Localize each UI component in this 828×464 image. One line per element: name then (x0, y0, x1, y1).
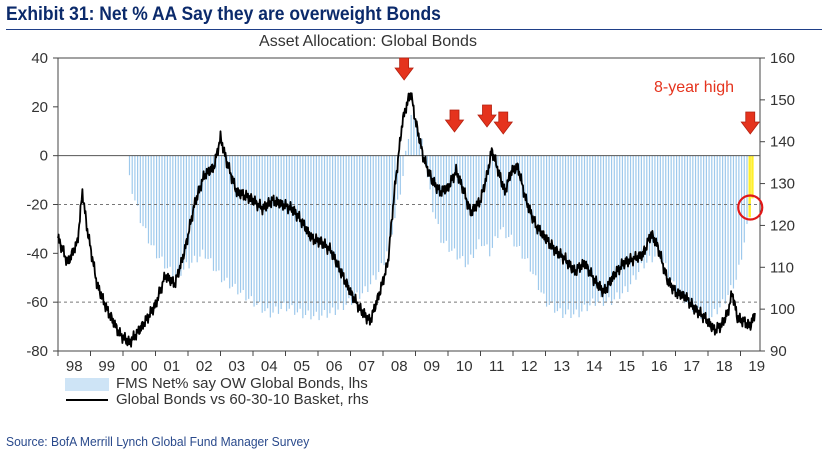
x-axis-tick-label: 10 (456, 358, 473, 375)
right-axis-tick-label: 160 (770, 50, 795, 67)
x-axis-tick-label: 06 (326, 358, 343, 375)
x-axis-tick-label: 09 (423, 358, 440, 375)
red-arrow-icon (477, 104, 497, 128)
bar-series (128, 108, 754, 325)
x-axis-tick-label: 02 (196, 358, 213, 375)
left-axis-tick-label: 40 (31, 50, 48, 67)
eight-year-high-label: 8-year high (654, 79, 734, 96)
x-axis-tick-label: 07 (358, 358, 375, 375)
right-axis-tick-label: 140 (770, 134, 795, 151)
right-axis-tick-label: 100 (770, 301, 795, 318)
red-arrow-icon (444, 109, 465, 133)
right-axis-tick-label: 150 (770, 92, 795, 109)
right-axis-tick-label: 120 (770, 217, 795, 234)
line-path (57, 92, 756, 348)
x-axis-tick-label: 98 (66, 358, 83, 375)
left-axis-tick-label: -80 (26, 343, 48, 360)
x-axis-tick-label: 12 (521, 358, 538, 375)
x-axis-tick-label: 13 (553, 358, 570, 375)
x-axis-tick-label: 16 (651, 358, 668, 375)
legend-swatch-bars (65, 378, 109, 391)
x-axis-tick-label: 08 (391, 358, 408, 375)
chart: Asset Allocation: Global Bonds 40 20 0 -20 -… (26, 33, 795, 408)
left-axis-tick-label: 20 (31, 99, 48, 116)
right-axis-tick-label: 130 (770, 176, 795, 193)
left-axis-tick-label: 0 (40, 148, 48, 165)
right-axis-tick-label: 90 (770, 343, 787, 360)
highlight-circle (737, 194, 764, 221)
x-axis-tick-label: 17 (683, 358, 700, 375)
red-arrow-icon (394, 57, 414, 81)
left-axis-tick-label: -60 (26, 294, 48, 311)
title-rule (6, 29, 822, 30)
reference-lines (58, 155, 760, 303)
red-arrow-icon (493, 111, 514, 135)
red-arrow-icon (740, 111, 761, 135)
exhibit-title: Exhibit 31: Net % AA Say they are overwe… (6, 4, 441, 25)
left-axis-tick-label: -40 (26, 245, 48, 262)
chart-title: Asset Allocation: Global Bonds (259, 33, 477, 50)
x-axis-tick-label: 01 (163, 358, 180, 375)
x-axis-tick-label: 03 (228, 358, 245, 375)
source-note: Source: BofA Merrill Lynch Global Fund M… (6, 434, 310, 449)
x-axis-tick-label: 99 (98, 358, 115, 375)
legend: FMS Net% say OW Global Bonds, lhs Global… (65, 375, 369, 408)
left-axis-tick-label: -20 (26, 197, 48, 214)
x-axis-tick-label: 19 (748, 358, 765, 375)
annotations (394, 57, 764, 221)
x-axis-tick-label: 15 (618, 358, 635, 375)
x-axis-tick-label: 11 (489, 358, 505, 375)
line-series (57, 92, 756, 348)
x-axis-tick-label: 04 (261, 358, 278, 375)
right-axis-tick-label: 110 (770, 259, 794, 276)
legend-label-line: Global Bonds vs 60-30-10 Basket, rhs (116, 391, 369, 408)
x-axis-tick-label: 18 (716, 358, 733, 375)
x-axis-tick-label: 00 (131, 358, 148, 375)
axes: 40200-20-40-60-8016015014013012011010090… (26, 50, 795, 375)
x-axis-tick-label: 05 (293, 358, 310, 375)
x-axis-tick-label: 14 (586, 358, 603, 375)
legend-label-bars: FMS Net% say OW Global Bonds, lhs (116, 375, 368, 392)
